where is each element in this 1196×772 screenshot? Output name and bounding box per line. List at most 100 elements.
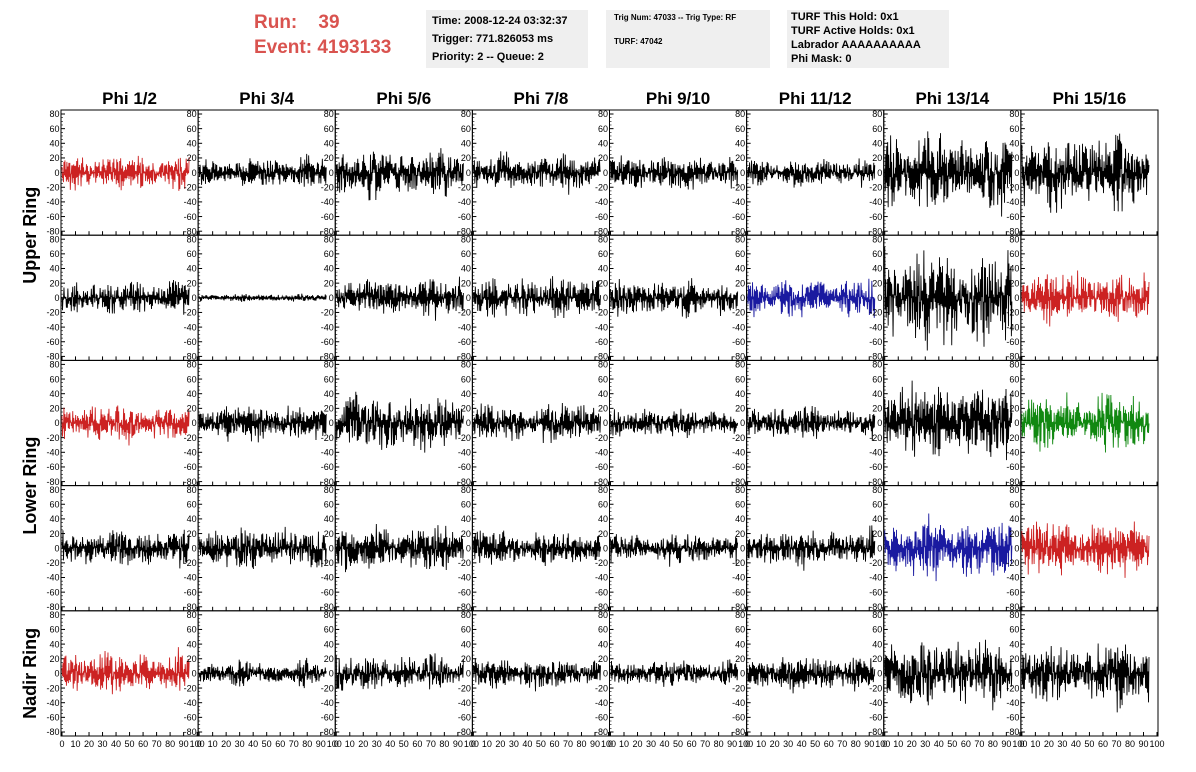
y-tick-label: -40: [321, 448, 334, 458]
y-tick-label: 80: [1009, 610, 1019, 620]
y-tick-label: 0: [603, 293, 608, 303]
y-tick-label: 0: [877, 293, 882, 303]
y-tick-label: -60: [184, 212, 197, 222]
y-tick-label: 40: [461, 139, 471, 149]
y-tick-label: -60: [184, 587, 197, 597]
waveform-trace: [884, 380, 1013, 461]
waveform-trace: [472, 276, 601, 318]
y-tick-label: 60: [49, 374, 59, 384]
x-tick-label: 90: [179, 739, 189, 749]
y-tick-label: -80: [46, 477, 59, 487]
y-tick-label: 40: [1009, 264, 1019, 274]
x-tick-label: 20: [84, 739, 94, 749]
y-tick-label: -60: [869, 462, 882, 472]
x-tick-label: 90: [1138, 739, 1148, 749]
y-tick-label: 80: [735, 360, 745, 370]
y-tick-label: 20: [598, 404, 608, 414]
y-tick-label: -20: [1006, 308, 1019, 318]
y-tick-label: -80: [458, 226, 471, 236]
y-tick-label: -80: [1006, 477, 1019, 487]
y-tick-label: -20: [458, 433, 471, 443]
y-tick-label: 60: [598, 499, 608, 509]
y-tick-label: 80: [872, 360, 882, 370]
y-tick-label: -20: [184, 558, 197, 568]
y-tick-label: -80: [869, 602, 882, 612]
ring-label: Upper Ring: [20, 187, 40, 284]
waveform-panel: -80 -60 -40 -20 0 20 40 60 80: [732, 485, 885, 612]
y-tick-label: 0: [329, 418, 334, 428]
x-tick-label: 100: [1149, 739, 1164, 749]
x-tick-label: 70: [700, 739, 710, 749]
x-tick-label: 0: [197, 739, 202, 749]
y-tick-label: -80: [1006, 352, 1019, 362]
y-tick-label: -60: [732, 587, 745, 597]
y-tick-label: -40: [184, 698, 197, 708]
y-tick-label: 20: [1009, 278, 1019, 288]
y-tick-label: 80: [872, 109, 882, 119]
y-tick-label: 60: [324, 499, 334, 509]
y-tick-label: -20: [1006, 683, 1019, 693]
waveform-panel: -80 -60 -40 -20 0 20 40 60 80: [869, 485, 1022, 612]
waveform-trace: [747, 657, 876, 694]
y-tick-label: -40: [458, 698, 471, 708]
x-tick-label: 70: [1111, 739, 1121, 749]
trig-num-line: Trig Num: 47033 -- Trig Type: RF: [614, 13, 737, 22]
y-tick-label: -40: [595, 448, 608, 458]
y-tick-label: 60: [324, 625, 334, 635]
waveform-panel: -80 -60 -40 -20 0 20 40 60 80: [869, 610, 1022, 737]
y-tick-label: 40: [461, 639, 471, 649]
y-tick-label: -20: [595, 182, 608, 192]
y-tick-label: -20: [732, 182, 745, 192]
y-tick-label: 0: [1014, 543, 1019, 553]
y-tick-label: 60: [187, 124, 197, 134]
waveform-trace: [884, 639, 1013, 711]
waveform-panel: -80 -60 -40 -20 0 20 40 60 80: [321, 360, 473, 487]
y-tick-label: 60: [187, 625, 197, 635]
waveform-trace: [747, 158, 876, 188]
y-tick-label: 0: [466, 543, 471, 553]
y-tick-label: 40: [598, 139, 608, 149]
y-tick-label: 40: [49, 264, 59, 274]
y-tick-label: -40: [869, 197, 882, 207]
waveform-panel: -80 -60 -40 -20 0 20 40 60 80: [458, 234, 610, 362]
y-tick-label: 20: [1009, 529, 1019, 539]
y-tick-label: 60: [872, 124, 882, 134]
turf-active-line: TURF Active Holds: 0x1: [791, 25, 915, 37]
y-tick-label: -20: [321, 683, 334, 693]
waveform-trace: [61, 529, 190, 569]
x-tick-label: 10: [208, 739, 218, 749]
y-tick-label: 60: [324, 374, 334, 384]
y-tick-label: 0: [192, 168, 197, 178]
y-tick-label: -20: [46, 683, 59, 693]
y-tick-label: -80: [458, 477, 471, 487]
y-tick-label: -20: [184, 433, 197, 443]
x-tick-label: 0: [59, 739, 64, 749]
waveform-trace: [335, 653, 464, 691]
y-tick-label: -40: [184, 322, 197, 332]
y-tick-label: 80: [324, 610, 334, 620]
waveform-panel: -80 -60 -40 -20 0 20 40 60 80: [321, 485, 473, 612]
y-tick-label: -20: [458, 182, 471, 192]
y-tick-label: 40: [872, 139, 882, 149]
y-tick-label: 40: [324, 139, 334, 149]
y-tick-label: 0: [603, 168, 608, 178]
y-tick-label: -60: [458, 713, 471, 723]
y-tick-label: -60: [321, 462, 334, 472]
x-tick-label: 50: [125, 739, 135, 749]
y-tick-label: -80: [595, 602, 608, 612]
y-tick-label: 20: [461, 153, 471, 163]
y-tick-label: 0: [877, 418, 882, 428]
y-tick-label: 0: [1014, 168, 1019, 178]
y-tick-label: -80: [732, 226, 745, 236]
y-tick-label: -20: [184, 683, 197, 693]
y-tick-label: -80: [184, 602, 197, 612]
x-tick-label: 40: [660, 739, 670, 749]
waveform-trace: [610, 155, 739, 190]
x-tick-label: 60: [961, 739, 971, 749]
y-tick-label: 60: [1009, 374, 1019, 384]
y-tick-label: 40: [872, 389, 882, 399]
y-tick-label: -60: [458, 462, 471, 472]
y-tick-label: -60: [1006, 713, 1019, 723]
y-tick-label: 40: [187, 389, 197, 399]
y-tick-label: -40: [46, 322, 59, 332]
